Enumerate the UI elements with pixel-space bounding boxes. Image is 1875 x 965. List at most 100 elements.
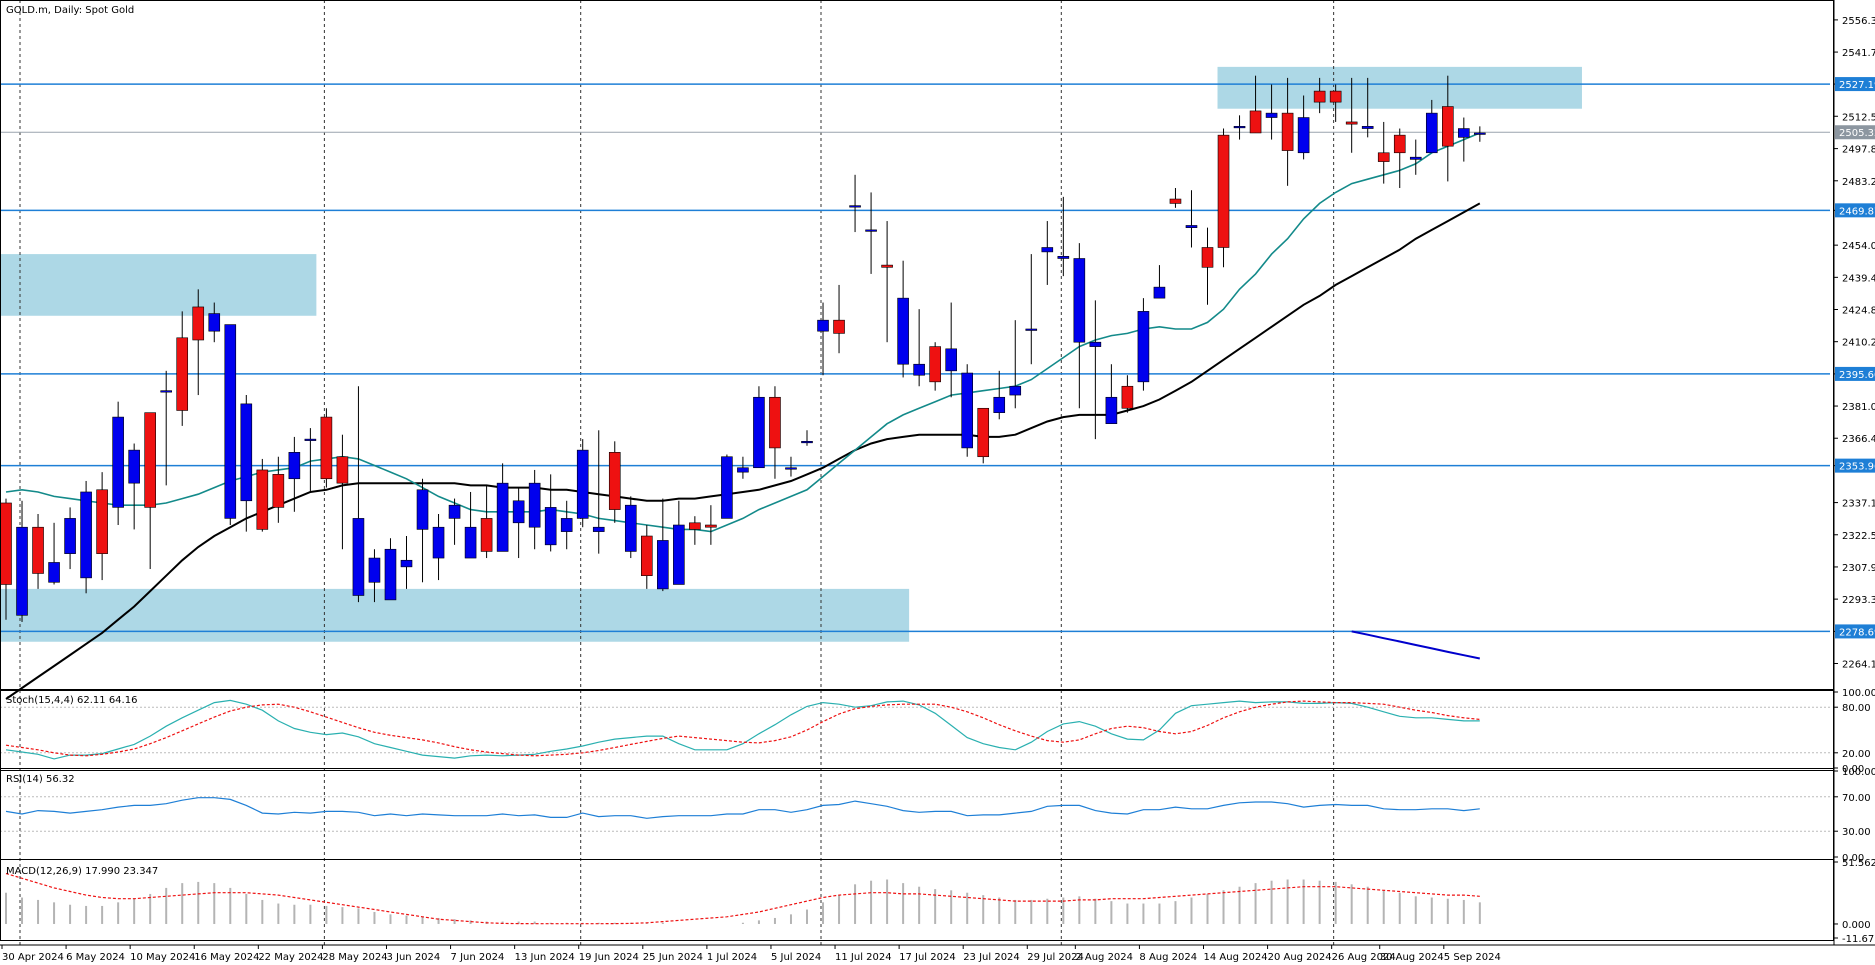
date-tick-label: 5 Jul 2024 [771, 952, 821, 963]
candle [80, 480, 92, 594]
candle-body [945, 348, 957, 372]
candle-body [801, 441, 813, 444]
candle-body [785, 467, 797, 470]
candle-body [432, 526, 445, 559]
price-tick-label: 2322.57 [1842, 531, 1875, 542]
candle-body [689, 522, 701, 530]
candle [576, 439, 589, 528]
candle-body [224, 324, 237, 519]
candle-body [272, 474, 285, 508]
candle [945, 302, 957, 398]
candle [1025, 254, 1038, 365]
rsi-tick-label: 100.00 [1842, 767, 1875, 778]
price-tick-label: 2366.40 [1842, 434, 1875, 445]
price-tick-label: 2410.23 [1842, 338, 1875, 349]
candle [993, 370, 1006, 420]
price-tick-label: 2439.45 [1842, 273, 1875, 284]
candle [769, 386, 781, 479]
candle [1377, 121, 1390, 184]
candle [1185, 190, 1198, 248]
candle-body [705, 524, 717, 528]
candle-body [528, 482, 541, 528]
candle [1297, 95, 1310, 160]
candle [16, 500, 28, 622]
candle [1137, 298, 1150, 391]
level-price-label: 2353.96 [1839, 462, 1875, 473]
candle [1458, 117, 1470, 162]
candle-body [544, 507, 557, 546]
candle-body [560, 518, 573, 532]
candle [176, 311, 189, 426]
candle [657, 498, 669, 592]
price-tick-label: 2293.35 [1842, 595, 1875, 606]
candle [1361, 77, 1374, 138]
candle [1201, 227, 1214, 305]
candle-body [1425, 112, 1438, 154]
date-tick-label: 28 May 2024 [322, 952, 387, 963]
supply-demand-zone [0, 588, 910, 642]
candle [368, 549, 381, 603]
candle-body [624, 504, 637, 552]
candle [272, 456, 285, 523]
candle-body [1313, 90, 1326, 103]
candle-body [144, 412, 156, 508]
date-tick-label: 1 Jul 2024 [707, 952, 757, 963]
macd-tick-label: 0.000 [1842, 920, 1871, 931]
candle-body [993, 396, 1006, 413]
candle [817, 302, 829, 376]
candle-body [400, 559, 413, 568]
candle [160, 370, 172, 486]
rsi-line [5, 797, 1480, 819]
date-tick-label: 11 Jul 2024 [835, 952, 892, 963]
candle-body [1057, 255, 1070, 259]
candle [1393, 128, 1406, 189]
candle-body [112, 416, 124, 508]
candle-body [1297, 117, 1310, 154]
candle-body [1409, 156, 1422, 160]
candle [1313, 77, 1326, 114]
rsi-tick-label: 0.00 [1842, 853, 1864, 864]
candle [1153, 265, 1166, 299]
macd-tick-label: 51.562 [1842, 858, 1875, 869]
candle [544, 474, 557, 552]
date-tick-label: 23 Jul 2024 [963, 952, 1020, 963]
candle-body [929, 346, 941, 383]
candle [224, 324, 237, 526]
candle-body [352, 518, 365, 596]
macd-signal-line [5, 872, 1480, 925]
candle [1409, 139, 1422, 175]
date-tick-label: 22 May 2024 [258, 952, 323, 963]
candle-body [833, 319, 845, 334]
date-tick-label: 17 Jul 2024 [899, 952, 956, 963]
candle [256, 458, 269, 532]
candle [1073, 243, 1086, 409]
candle-body [464, 526, 477, 559]
candle-body [512, 500, 525, 524]
candle-body [1265, 112, 1278, 118]
candle-body [1073, 258, 1086, 343]
candle [400, 536, 413, 589]
candle [528, 469, 541, 550]
candle-body [753, 396, 765, 469]
candle [689, 516, 701, 545]
candle-body [240, 403, 253, 502]
candle-body [849, 205, 861, 208]
date-tick-label: 20 Aug 2024 [1268, 952, 1332, 963]
candle-body [368, 557, 381, 583]
candle [913, 309, 925, 387]
supply-demand-zone [0, 254, 317, 316]
level-price-label: 2278.69 [1839, 627, 1875, 638]
candle [512, 487, 525, 559]
candle-body [1233, 126, 1246, 129]
candle [48, 522, 60, 585]
candle-body [1105, 396, 1118, 424]
stoch-tick-label: 20.00 [1842, 749, 1871, 760]
level-price-label-box [1835, 624, 1875, 639]
candle [240, 395, 253, 532]
candle-body [192, 306, 205, 341]
candle [480, 485, 493, 559]
candle-body [1345, 121, 1358, 125]
stoch-main-line [5, 699, 1480, 760]
candle [352, 386, 365, 603]
